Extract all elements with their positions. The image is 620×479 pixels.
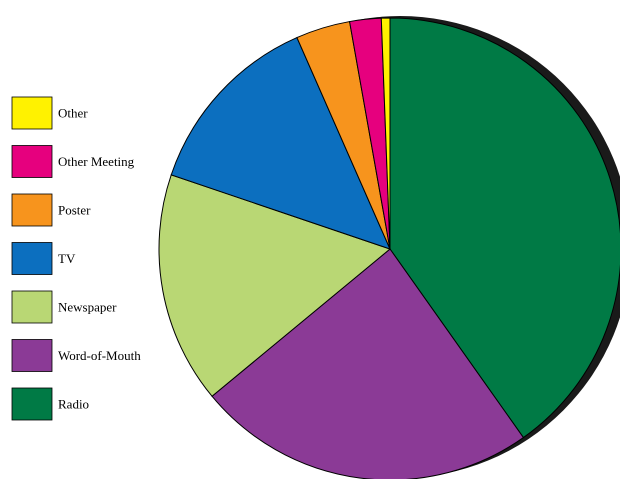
legend-label-other: Other [58,106,88,121]
legend-item-other-meeting: Other Meeting [11,145,135,178]
legend-item-tv: TV [11,242,76,275]
legend-label-poster: Poster [58,203,91,218]
legend-swatch-tv [11,242,53,275]
legend-item-word-of-mouth: Word-of-Mouth [11,339,141,372]
legend-item-newspaper: Newspaper [11,290,117,324]
legend-swatch-radio [11,387,53,421]
legend-swatch-other-meeting [11,145,53,178]
pie-slice-other [380,17,391,250]
pie-slice-tv [170,36,391,250]
legend-item-radio: Radio [11,387,89,421]
legend-label-newspaper: Newspaper [58,300,117,315]
legend-label-tv: TV [58,251,76,266]
legend-label-other-meeting: Other Meeting [58,154,135,169]
pie-slice-word-of-mouth [211,248,525,479]
legend-label-radio: Radio [58,397,89,412]
legend-swatch-newspaper [11,290,53,324]
legend-swatch-word-of-mouth [11,339,53,372]
legend-item-other: Other [11,96,88,130]
legend-swatch-poster [11,193,53,227]
legend-label-word-of-mouth: Word-of-Mouth [58,348,141,363]
legend-item-poster: Poster [11,193,91,227]
pie-slice-newspaper [158,174,392,397]
legend-swatch-other [11,96,53,130]
pie-slice-radio [389,17,620,439]
legend: Other Other Meeting Poster TV Newspaper Word-… [11,96,141,421]
pie-slices [158,17,620,479]
